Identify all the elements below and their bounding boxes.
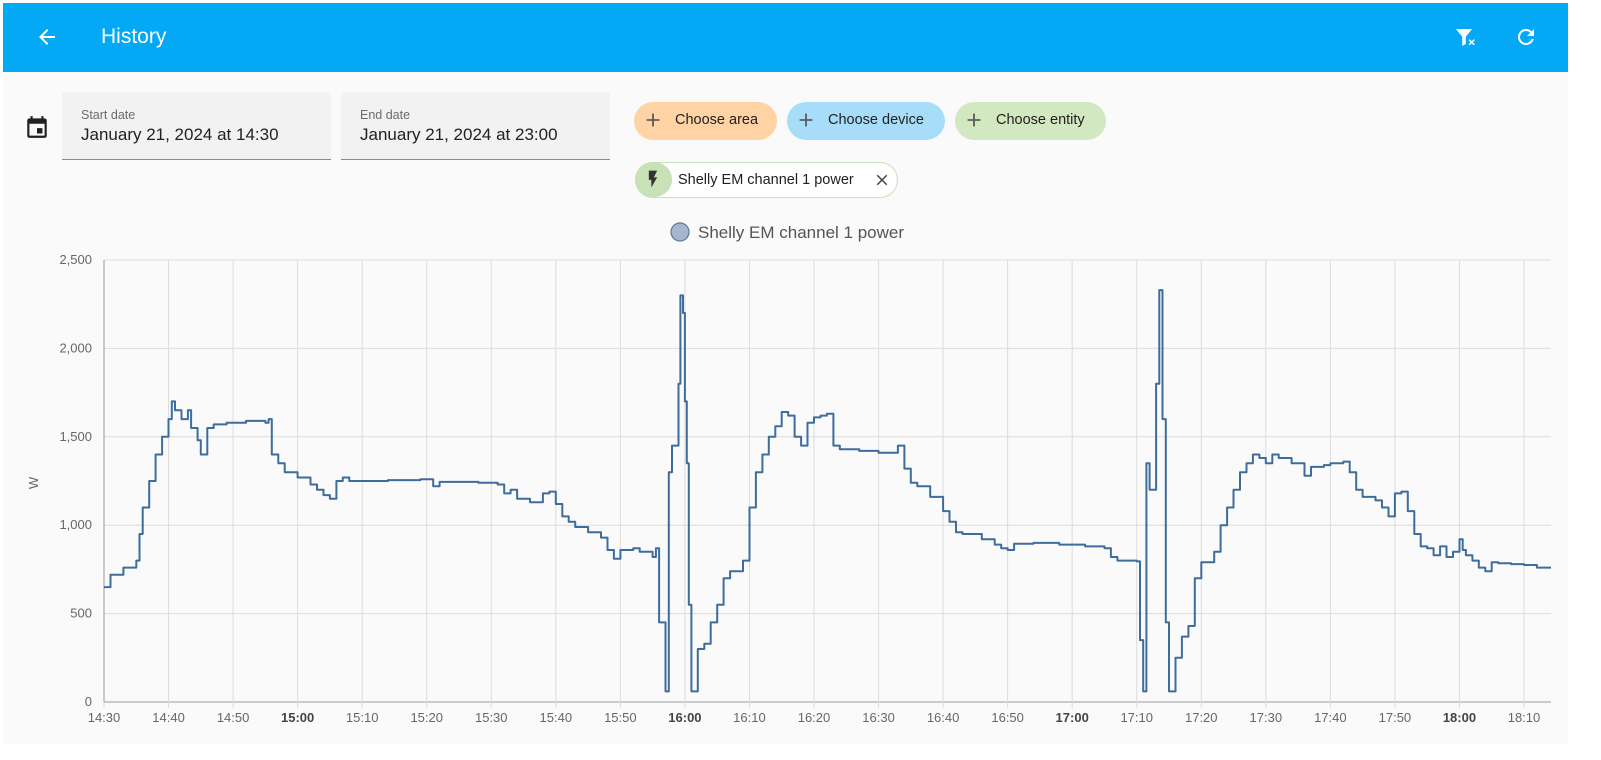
- choose-area-label: Choose area: [675, 112, 759, 128]
- legend-marker: [670, 222, 690, 242]
- end-date-label: End date: [360, 108, 411, 122]
- x-tick-label: 16:20: [798, 710, 831, 725]
- series-line: [104, 289, 1551, 693]
- x-tick-label: 17:10: [1120, 710, 1153, 725]
- x-tick-label: 16:30: [862, 710, 895, 725]
- start-date-value: January 21, 2024 at 14:30: [81, 125, 279, 144]
- calendar-icon[interactable]: [24, 112, 50, 142]
- x-tick-label: 18:10: [1508, 710, 1541, 725]
- x-tick-label: 16:40: [927, 710, 960, 725]
- plus-icon: [646, 113, 660, 127]
- plus-icon: [967, 113, 981, 127]
- choose-device-label: Choose device: [828, 112, 924, 128]
- back-button[interactable]: [29, 19, 65, 55]
- history-page: History Start date January 21, 2024 at 1…: [3, 3, 1568, 744]
- selected-entity-name: Shelly EM channel 1 power: [678, 172, 854, 188]
- selected-entity-chip[interactable]: Shelly EM channel 1 power: [635, 162, 898, 198]
- legend-label[interactable]: Shelly EM channel 1 power: [698, 223, 904, 242]
- history-chart[interactable]: Shelly EM channel 1 power 0 500 1,000 1,500…: [3, 213, 1568, 744]
- x-tick-label: 17:40: [1314, 710, 1347, 725]
- y-tick-label: 0: [85, 694, 92, 709]
- x-tick-label: 17:30: [1250, 710, 1283, 725]
- x-tick-label: 16:10: [733, 710, 766, 725]
- x-tick-label: 14:50: [217, 710, 250, 725]
- x-tick-label: 16:00: [668, 710, 701, 725]
- choose-entity-label: Choose entity: [996, 112, 1085, 128]
- x-tick-label: 15:50: [604, 710, 637, 725]
- choose-device-chip[interactable]: Choose device: [787, 102, 945, 140]
- refresh-icon: [1517, 28, 1534, 45]
- remove-entity-icon[interactable]: [873, 171, 891, 189]
- choose-area-chip[interactable]: Choose area: [634, 102, 777, 140]
- x-tick-label: 15:40: [540, 710, 573, 725]
- filter-remove-icon: [1456, 29, 1475, 46]
- plus-icon: [799, 113, 813, 127]
- x-tick-label: 15:30: [475, 710, 508, 725]
- y-tick-label: 500: [70, 606, 92, 621]
- back-arrow-icon: [39, 29, 55, 45]
- end-date-value: January 21, 2024 at 23:00: [360, 125, 558, 144]
- x-tick-label: 15:10: [346, 710, 379, 725]
- y-tick-label: 2,000: [59, 340, 92, 355]
- end-date-field[interactable]: End date January 21, 2024 at 23:00: [341, 92, 610, 160]
- page-title: History: [101, 25, 167, 48]
- x-tick-label: 15:20: [410, 710, 443, 725]
- x-tick-label: 18:00: [1443, 710, 1476, 725]
- x-tick-label: 17:00: [1056, 710, 1089, 725]
- start-date-field[interactable]: Start date January 21, 2024 at 14:30: [62, 92, 331, 160]
- x-tick-label: 14:30: [88, 710, 121, 725]
- x-tick-label: 14:40: [152, 710, 185, 725]
- refresh-button[interactable]: [1508, 19, 1544, 55]
- flash-icon: [648, 170, 658, 188]
- x-tick-label: 17:50: [1379, 710, 1412, 725]
- y-tick-label: 1,500: [59, 429, 92, 444]
- choose-entity-chip[interactable]: Choose entity: [955, 102, 1106, 140]
- y-tick-label: 1,000: [59, 517, 92, 532]
- clear-filters-button[interactable]: [1447, 19, 1483, 55]
- x-tick-label: 15:00: [281, 710, 314, 725]
- y-tick-label: 2,500: [59, 252, 92, 267]
- start-date-label: Start date: [81, 108, 136, 122]
- x-tick-label: 17:20: [1185, 710, 1218, 725]
- top-app-bar: History: [3, 3, 1568, 72]
- x-tick-label: 16:50: [991, 710, 1024, 725]
- entity-icon-badge: [635, 162, 672, 197]
- y-axis-title: W: [26, 476, 41, 489]
